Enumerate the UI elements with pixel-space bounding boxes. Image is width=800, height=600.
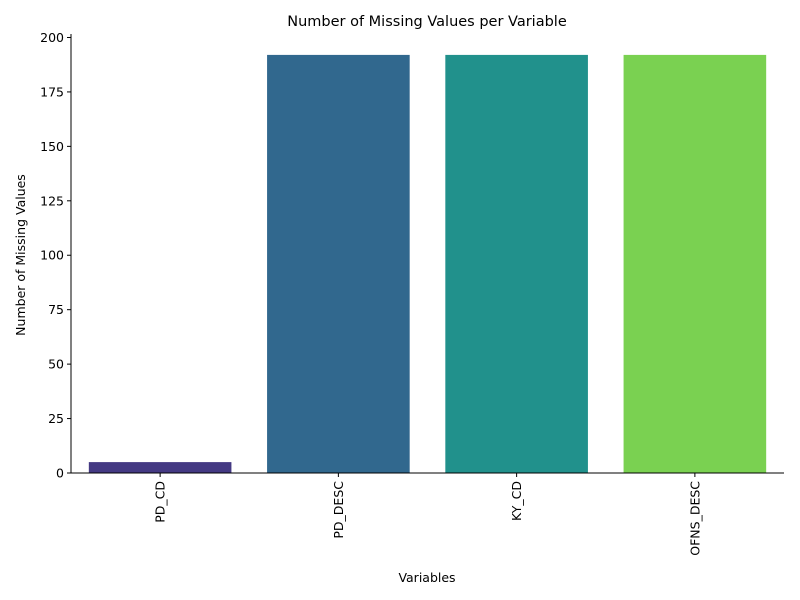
x-tick-label: KY_CD	[509, 481, 524, 521]
plot-area	[70, 34, 784, 474]
bar-ky-cd	[445, 54, 588, 474]
x-tick-label: PD_CD	[153, 481, 168, 523]
x-axis-label: Variables	[398, 570, 455, 585]
x-tick-label: PD_DESC	[331, 481, 346, 539]
y-tick-label: 0	[56, 466, 64, 481]
chart-title: Number of Missing Values per Variable	[287, 14, 567, 30]
y-tick-label: 150	[40, 139, 64, 154]
bar-ofns-desc	[623, 54, 767, 474]
y-tick-label: 175	[40, 84, 64, 99]
x-tick-label: OFNS_DESC	[687, 481, 702, 556]
x-axis: PD_CD PD_DESC KY_CD OFNS_DESC	[153, 473, 702, 556]
y-tick-label: 25	[48, 411, 64, 426]
y-tick-label: 50	[48, 357, 64, 372]
y-tick-label: 125	[40, 193, 64, 208]
bar-pd-cd	[88, 462, 232, 473]
y-axis: 0 25 50 75 100 125 150 175 200	[40, 30, 71, 481]
y-tick-label: 100	[40, 248, 64, 263]
y-axis-label: Number of Missing Values	[13, 174, 28, 336]
bar-pd-desc	[267, 54, 410, 474]
y-tick-label: 200	[40, 30, 64, 45]
y-tick-label: 75	[48, 302, 64, 317]
